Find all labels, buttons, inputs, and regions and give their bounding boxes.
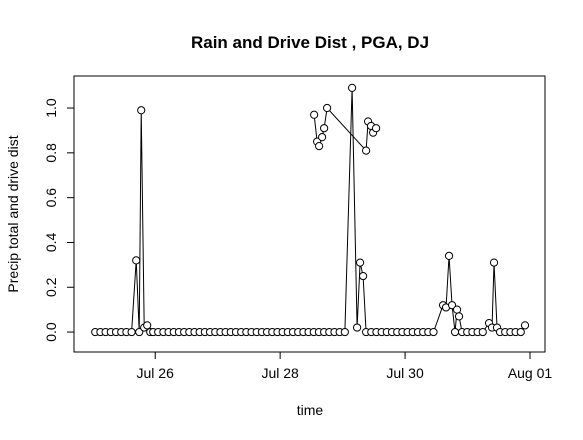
chart-title: Rain and Drive Dist , PGA, DJ	[191, 33, 429, 52]
data-point	[135, 327, 144, 337]
data-point	[127, 327, 136, 337]
y-tick-label: 0.2	[43, 277, 59, 297]
x-tick-label: Jul 28	[261, 365, 299, 381]
data-point	[454, 312, 464, 321]
y-tick-label: 0.6	[43, 188, 59, 208]
data-point	[355, 258, 365, 267]
data-point	[447, 301, 457, 310]
data-point	[132, 256, 141, 265]
data-point	[358, 271, 368, 281]
data-point	[444, 251, 454, 260]
data-point	[429, 327, 438, 337]
data-point	[352, 323, 362, 332]
y-tick-label: 1.0	[43, 98, 59, 118]
data-point	[340, 327, 349, 337]
data-point	[516, 327, 525, 337]
data-point	[361, 146, 371, 155]
data-point	[323, 103, 332, 113]
y-tick-label: 0.8	[43, 143, 59, 163]
data-point	[310, 110, 319, 119]
data-point	[489, 258, 499, 267]
y-tick-label: 0.4	[43, 233, 59, 253]
x-axis-label: time	[297, 402, 324, 418]
plot-frame	[73, 75, 546, 353]
data-point	[315, 142, 324, 151]
data-point	[318, 133, 327, 142]
data-point	[348, 83, 357, 92]
data-point	[520, 321, 530, 330]
data-point	[371, 124, 381, 133]
data-point	[450, 327, 460, 337]
data-point	[478, 327, 487, 337]
data-point	[452, 305, 462, 314]
y-tick-label: 0.0	[43, 322, 59, 342]
x-tick-label: Aug 01	[508, 365, 553, 381]
y-axis-label: Precip total and drive dist	[5, 135, 21, 292]
data-point	[137, 106, 146, 115]
data-point	[320, 124, 329, 133]
x-tick-label: Jul 30	[386, 365, 424, 381]
x-tick-label: Jul 26	[137, 365, 175, 381]
series-line	[95, 87, 526, 333]
data-point	[143, 321, 152, 330]
